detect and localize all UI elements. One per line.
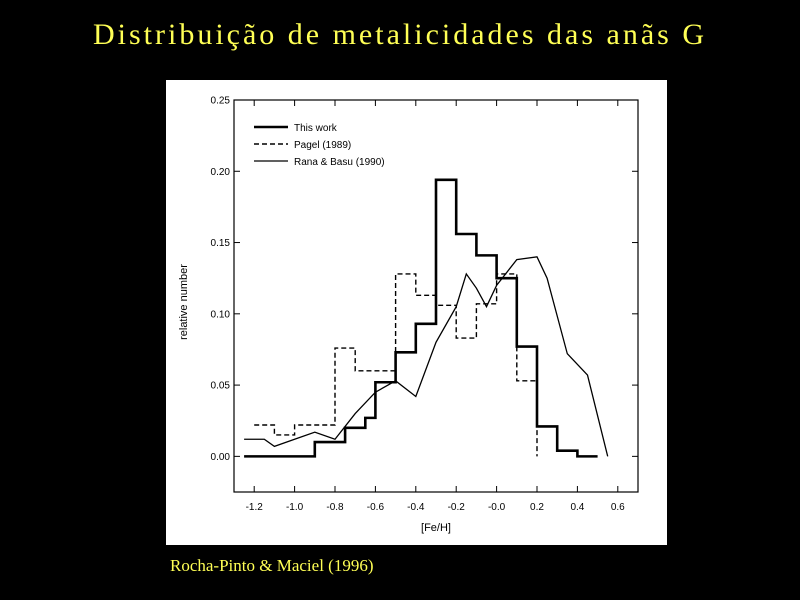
x-tick-label: -0.8 — [326, 502, 344, 513]
series-3-line — [244, 256, 609, 457]
y-tick-label: 0.25 — [211, 96, 231, 107]
y-tick-label: 0.05 — [211, 381, 231, 392]
x-tick-label: -0.6 — [367, 502, 385, 513]
x-tick-label: 0.6 — [611, 502, 625, 513]
x-tick-label: -0.2 — [448, 502, 466, 513]
metallicity-chart: -1.2 -1.0 -0.8 -0.6 -0.4 -0.2 -0.0 0.2 0.4 0.6 0.… — [178, 96, 639, 534]
x-tick-label: 0.4 — [570, 502, 584, 513]
slide-title: Distribuição de metalicidades das anãs G — [92, 18, 707, 51]
series-1-line — [244, 178, 598, 458]
y-tick-label: 0.20 — [211, 167, 231, 178]
chart-panel: -1.2 -1.0 -0.8 -0.6 -0.4 -0.2 -0.0 0.2 0.4 0.6 0.… — [166, 80, 667, 545]
x-tick-label: -1.2 — [246, 502, 264, 513]
x-axis-ticks: -1.2 -1.0 -0.8 -0.6 -0.4 -0.2 -0.0 0.2 0.4 0.6 — [246, 100, 625, 513]
x-tick-label: -0.0 — [488, 502, 506, 513]
y-axis-label: relative number — [178, 264, 190, 340]
legend-label: Rana & Basu (1990) — [294, 157, 385, 168]
y-tick-label: 0.10 — [211, 309, 231, 320]
x-tick-label: -0.4 — [407, 502, 425, 513]
x-axis-label: [Fe/H] — [421, 522, 451, 534]
caption: Rocha-Pinto & Maciel (1996) — [170, 556, 374, 575]
series-layer — [244, 178, 609, 458]
x-tick-label: 0.2 — [530, 502, 544, 513]
y-axis-ticks: 0.00 0.05 0.10 0.15 0.20 0.25 — [211, 96, 638, 463]
legend-label: This work — [294, 123, 338, 134]
series-2-line — [254, 273, 538, 457]
legend: This work Pagel (1989) Rana & Basu (1990) — [254, 123, 385, 168]
legend-label: Pagel (1989) — [294, 140, 351, 151]
y-tick-label: 0.15 — [211, 238, 231, 249]
y-tick-label: 0.00 — [211, 452, 231, 463]
x-tick-label: -1.0 — [286, 502, 304, 513]
plot-frame — [233, 99, 639, 493]
